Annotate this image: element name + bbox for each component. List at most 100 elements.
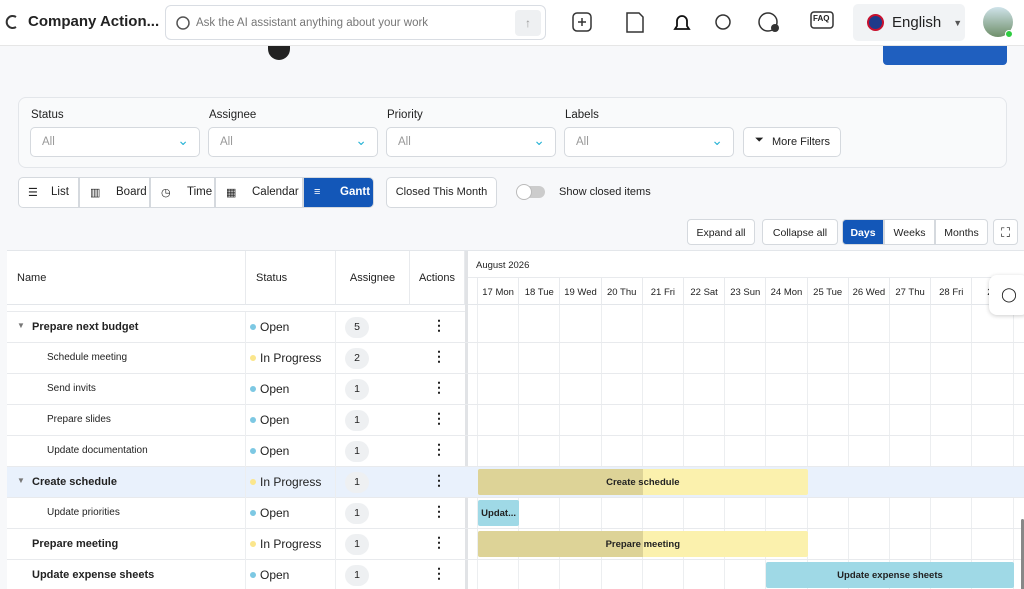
collapse-all-button[interactable]: Collapse all bbox=[762, 219, 838, 245]
faq[interactable]: FAQ bbox=[813, 14, 830, 23]
ai-icon bbox=[176, 15, 190, 30]
filter-select[interactable]: All ⌄ bbox=[386, 127, 556, 157]
bar-label: Update expense sheets bbox=[837, 570, 943, 581]
expand-all-button[interactable]: Expand all bbox=[687, 219, 755, 245]
status: In Progress bbox=[260, 351, 322, 365]
column-line bbox=[245, 312, 246, 343]
expand-caret[interactable]: ▼ bbox=[17, 321, 25, 330]
status: Open bbox=[260, 382, 290, 396]
row-actions[interactable]: ⋮ bbox=[432, 441, 446, 457]
column-header: Status bbox=[246, 251, 336, 305]
row-actions[interactable]: ⋮ bbox=[432, 379, 446, 395]
row-actions[interactable]: ⋮ bbox=[432, 534, 446, 550]
scale-button[interactable]: Weeks bbox=[884, 219, 935, 245]
tab-label: Time bbox=[187, 186, 213, 198]
bar-label: Prepare meeting bbox=[605, 539, 681, 550]
assignee-count: 1 bbox=[345, 379, 369, 400]
fullscreen-button[interactable]: ⛶ bbox=[993, 219, 1018, 245]
view-tab[interactable]: ≡ Gantt bbox=[303, 177, 374, 208]
gantt-bar[interactable]: Update expense sheets bbox=[766, 562, 1014, 588]
view-tab[interactable]: ▦ Calendar bbox=[215, 177, 303, 208]
chat-fab[interactable]: ◯ bbox=[989, 275, 1024, 315]
task-row[interactable]: Schedule meeting In Progress 2 ⋮ bbox=[7, 343, 1024, 374]
closed-this-month-button[interactable]: Closed This Month bbox=[386, 177, 497, 208]
expand-caret[interactable]: ▼ bbox=[17, 476, 25, 485]
view-tab[interactable]: ◷ Time bbox=[150, 177, 215, 208]
day-header: 23 Sun bbox=[725, 278, 767, 305]
info-badge bbox=[268, 46, 290, 60]
row-actions[interactable]: ⋮ bbox=[432, 317, 446, 333]
toggle-knob bbox=[516, 184, 532, 200]
day-column-line bbox=[600, 305, 602, 589]
more-filters-button[interactable]: ⏷ More Filters bbox=[743, 127, 841, 157]
scale-button[interactable]: Days bbox=[842, 219, 884, 245]
filter-select[interactable]: All ⌄ bbox=[564, 127, 734, 157]
assignee-count: 1 bbox=[345, 441, 369, 462]
row-actions[interactable]: ⋮ bbox=[432, 503, 446, 519]
assignee-count: 1 bbox=[345, 472, 369, 493]
task-row[interactable]: Update expense sheets Open 1 ⋮ Update expens… bbox=[7, 560, 1024, 589]
gantt-bar[interactable]: Create schedule bbox=[478, 469, 808, 495]
project-title[interactable]: Company Action... bbox=[28, 13, 160, 30]
column-line bbox=[335, 405, 336, 436]
status-dot bbox=[250, 541, 256, 547]
status-dot bbox=[250, 355, 256, 361]
bar-label: Updat... bbox=[481, 508, 517, 519]
filter-select[interactable]: All ⌄ bbox=[208, 127, 378, 157]
row-actions[interactable]: ⋮ bbox=[432, 410, 446, 426]
toggle[interactable] bbox=[516, 184, 545, 200]
task-row[interactable]: Prepare meeting In Progress 1 ⋮ Prepare meet… bbox=[7, 529, 1024, 560]
task-row[interactable]: Send invits Open 1 ⋮ bbox=[7, 374, 1024, 405]
scrollbar bbox=[1021, 519, 1024, 589]
chevron: ⌄ bbox=[355, 132, 367, 148]
column-line bbox=[245, 467, 246, 498]
task-row[interactable]: ▼ Create schedule In Progress 1 ⋮ Create sche… bbox=[7, 467, 1024, 498]
day-header: 26 Wed bbox=[848, 278, 890, 305]
day-header: 28 Fri bbox=[931, 278, 973, 305]
day-column-line bbox=[889, 305, 890, 589]
day-header: 17 Mon bbox=[478, 278, 520, 305]
tab-label: Gantt bbox=[340, 186, 371, 198]
day-column-line bbox=[724, 305, 726, 589]
primary-button[interactable] bbox=[883, 46, 1007, 65]
task-row[interactable]: Prepare slides Open 1 ⋮ bbox=[7, 405, 1024, 436]
gantt-bar[interactable]: Prepare meeting bbox=[478, 531, 808, 557]
tab-label: List bbox=[51, 186, 69, 198]
language-select[interactable]: English ▼ bbox=[853, 4, 965, 41]
task-name: Prepare next budget bbox=[32, 321, 139, 333]
filter-select[interactable]: All ⌄ bbox=[30, 127, 200, 157]
filter-icon: ⏷ bbox=[755, 134, 764, 146]
day-column-line bbox=[518, 305, 520, 589]
column-line bbox=[335, 312, 336, 343]
task-row[interactable]: Update documentation Open 1 ⋮ bbox=[7, 436, 1024, 467]
row-actions[interactable]: ⋮ bbox=[432, 348, 446, 364]
assignee-count: 1 bbox=[345, 410, 369, 431]
tab-icon: ▦ bbox=[226, 187, 237, 199]
day-header: 18 Tue bbox=[519, 278, 561, 305]
view-tab[interactable]: ☰ List bbox=[18, 177, 79, 208]
search-box[interactable]: Ask the AI assistant anything about your… bbox=[165, 5, 546, 40]
bar-label: Create schedule bbox=[606, 477, 680, 488]
row-actions[interactable]: ⋮ bbox=[432, 565, 446, 581]
row-actions[interactable]: ⋮ bbox=[432, 472, 446, 488]
column-line bbox=[335, 467, 336, 498]
filter-label: Assignee bbox=[209, 109, 257, 121]
gantt-bar[interactable]: Updat... bbox=[478, 500, 520, 526]
view-tab[interactable]: ▥ Board bbox=[79, 177, 150, 208]
chevron: ⌄ bbox=[533, 132, 545, 148]
task-row[interactable]: ▼ Prepare next budget Open 5 ⋮ bbox=[7, 312, 1024, 343]
header-icons bbox=[572, 11, 834, 33]
scale-button[interactable]: Months bbox=[935, 219, 988, 245]
column-line bbox=[245, 374, 246, 405]
column-line bbox=[245, 436, 246, 467]
status: Open bbox=[260, 320, 290, 334]
day-column-line bbox=[847, 305, 849, 589]
status-dot bbox=[250, 324, 256, 330]
gantt-area: Name Status Assignee Actions August 2026 17 M… bbox=[7, 250, 1024, 589]
top-bar: Company Action... Ask the AI assistant a… bbox=[0, 0, 1024, 46]
task-row[interactable]: Update priorities Open 1 ⋮ Updat... bbox=[7, 498, 1024, 529]
send-button[interactable]: ↑ bbox=[515, 10, 541, 36]
day-column-line bbox=[765, 305, 767, 589]
assignee-count: 1 bbox=[345, 534, 369, 555]
